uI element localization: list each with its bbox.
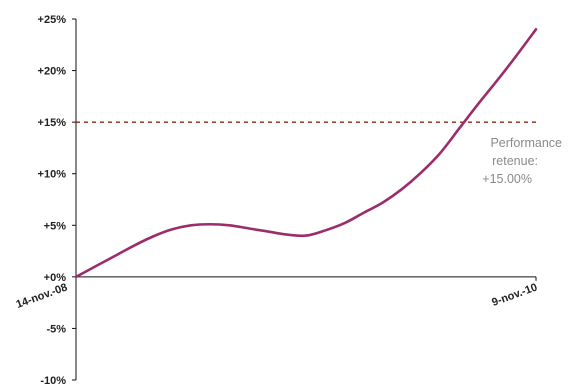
x-axis: 14-nov.-08 9-nov.-10 bbox=[15, 276, 539, 311]
y-tick-label: +0% bbox=[44, 272, 67, 284]
y-tick-label: +25% bbox=[38, 14, 67, 26]
y-axis: +25% +20% +15% +10% +5% +0% -5% -10% bbox=[38, 14, 77, 385]
series-group bbox=[74, 28, 538, 279]
y-tick-label: -5% bbox=[46, 323, 66, 335]
annotation-text: retenue: bbox=[492, 154, 538, 168]
series-line bbox=[74, 28, 538, 279]
x-tick-label: 9-nov.-10 bbox=[490, 281, 539, 309]
annotation-group: Performance retenue: +15.00% bbox=[482, 136, 562, 186]
y-tick-label: +15% bbox=[38, 117, 67, 129]
annotation-text: Performance bbox=[490, 136, 562, 150]
annotation-text: +15.00% bbox=[482, 172, 532, 186]
y-tick-label: +10% bbox=[38, 169, 67, 181]
y-tick-label: +20% bbox=[38, 66, 67, 78]
y-tick-label: -10% bbox=[40, 375, 66, 385]
y-tick-label: +5% bbox=[44, 220, 67, 232]
x-tick-label: 14-nov.-08 bbox=[15, 281, 69, 311]
